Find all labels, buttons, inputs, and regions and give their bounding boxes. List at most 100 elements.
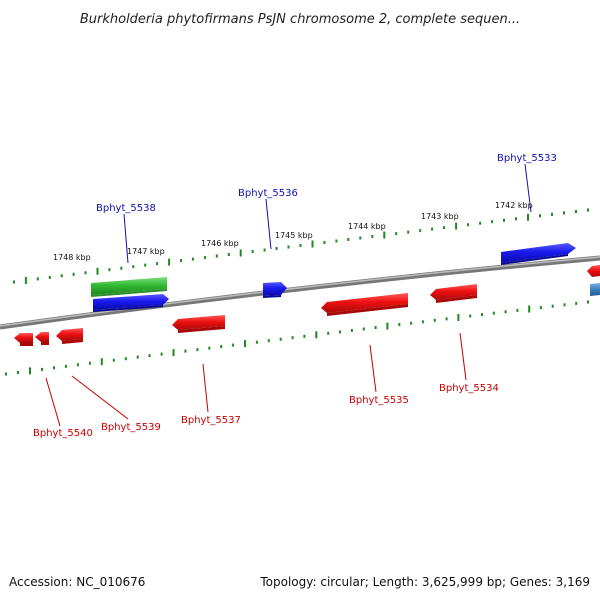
- scale-label: 1748 kbp: [53, 253, 91, 262]
- minor-tick: [551, 304, 554, 308]
- minor-tick: [395, 232, 398, 236]
- minor-tick: [17, 371, 19, 374]
- minor-tick: [374, 326, 377, 329]
- minor-tick: [72, 272, 75, 276]
- minor-tick: [196, 348, 199, 352]
- gene-label[interactable]: Bphyt_5534: [439, 383, 499, 394]
- minor-tick: [347, 238, 350, 241]
- minor-tick: [53, 366, 55, 370]
- minor-tick: [41, 367, 43, 371]
- minor-tick: [48, 275, 51, 279]
- major-tick: [100, 358, 103, 366]
- minor-tick: [76, 363, 79, 367]
- major-tick: [457, 314, 460, 321]
- chromosome-backbone: [0, 255, 600, 330]
- major-tick: [172, 349, 175, 357]
- gene-label-leaders: [45, 163, 532, 427]
- gene-label[interactable]: Bphyt_5537: [181, 415, 241, 426]
- reverse-strand-genes: [14, 284, 477, 346]
- scale-label: 1747 kbp: [127, 247, 165, 256]
- minor-tick: [132, 265, 135, 269]
- minor-tick: [551, 212, 553, 216]
- gene-bphyt-5534[interactable]: [430, 284, 477, 303]
- minor-tick: [410, 321, 413, 325]
- minor-tick: [492, 311, 495, 315]
- gene-label[interactable]: Bphyt_5539: [101, 422, 161, 433]
- gene-bphyt-5539[interactable]: [56, 328, 83, 344]
- minor-tick: [419, 229, 422, 233]
- minor-tick: [575, 301, 578, 305]
- minor-tick: [469, 314, 472, 318]
- minor-tick: [227, 253, 230, 256]
- gene-bphyt-5537[interactable]: [172, 315, 225, 333]
- minor-tick: [291, 336, 294, 340]
- minor-tick: [160, 352, 163, 356]
- rna-gene-bphyt-5538[interactable]: [91, 277, 167, 297]
- gene-labels-bottom: Bphyt_5540 Bphyt_5539 Bphyt_5537 Bphyt_5…: [33, 383, 499, 439]
- minor-tick: [275, 247, 278, 250]
- scale-label: 1742 kbp: [495, 201, 533, 210]
- gene-bphyt-5536[interactable]: [263, 282, 287, 298]
- minor-tick: [251, 250, 254, 253]
- minor-tick: [587, 300, 589, 304]
- scale-label: 1745 kbp: [275, 231, 313, 240]
- minor-tick: [144, 263, 147, 267]
- gene-label[interactable]: Bphyt_5536: [238, 188, 298, 199]
- minor-tick: [148, 354, 151, 358]
- minor-tick: [339, 330, 341, 334]
- gene-other-edge[interactable]: [590, 283, 600, 296]
- minor-tick: [108, 268, 111, 272]
- minor-tick: [481, 313, 483, 317]
- minor-tick: [445, 317, 448, 321]
- gene-bphyt-5540b[interactable]: [35, 332, 49, 345]
- minor-tick: [504, 310, 507, 314]
- gene-label[interactable]: Bphyt_5540: [33, 428, 93, 439]
- minor-tick: [539, 306, 542, 310]
- minor-tick: [5, 372, 7, 376]
- minor-tick: [563, 211, 565, 215]
- accession-text: Accession: NC_010676: [9, 575, 145, 589]
- gene-bphyt-5533[interactable]: [501, 243, 576, 265]
- minor-tick: [503, 218, 505, 222]
- minor-tick: [267, 339, 270, 343]
- minor-tick: [180, 259, 182, 263]
- minor-tick: [263, 248, 266, 252]
- minor-tick: [467, 223, 470, 227]
- major-tick: [383, 231, 386, 239]
- minor-tick: [88, 361, 91, 365]
- scale-labels: 1748 kbp 1747 kbp 1746 kbp 1745 kbp 1744…: [53, 201, 533, 262]
- gene-label[interactable]: Bphyt_5533: [497, 153, 557, 164]
- gene-bphyt-5538[interactable]: [93, 294, 169, 312]
- minor-tick: [371, 235, 374, 238]
- minor-tick: [335, 239, 338, 243]
- gene-bphyt-5535[interactable]: [321, 293, 408, 316]
- minor-tick: [203, 256, 206, 260]
- major-tick: [311, 240, 314, 248]
- minor-tick: [327, 331, 330, 335]
- minor-tick: [563, 303, 566, 307]
- major-tick: [239, 249, 242, 257]
- minor-tick: [120, 266, 123, 270]
- minor-tick: [398, 323, 401, 327]
- minor-tick: [407, 230, 410, 234]
- minor-tick: [433, 318, 436, 322]
- scale-label: 1743 kbp: [421, 212, 459, 221]
- minor-tick: [124, 357, 127, 361]
- scale-label: 1744 kbp: [348, 222, 386, 231]
- minor-tick: [431, 227, 434, 231]
- gene-label[interactable]: Bphyt_5535: [349, 395, 409, 406]
- minor-tick: [299, 244, 302, 247]
- minor-tick: [350, 328, 353, 332]
- gene-label[interactable]: Bphyt_5538: [96, 203, 156, 214]
- minor-tick: [60, 274, 63, 278]
- minor-tick: [587, 208, 589, 212]
- gene-bphyt-5540[interactable]: [14, 333, 33, 346]
- gene-bphyt-5541[interactable]: [587, 265, 600, 277]
- minor-tick: [359, 236, 362, 240]
- major-tick: [528, 305, 531, 313]
- minor-tick: [156, 262, 159, 266]
- minor-tick: [539, 214, 541, 218]
- minor-tick: [515, 217, 517, 221]
- major-tick: [455, 222, 458, 230]
